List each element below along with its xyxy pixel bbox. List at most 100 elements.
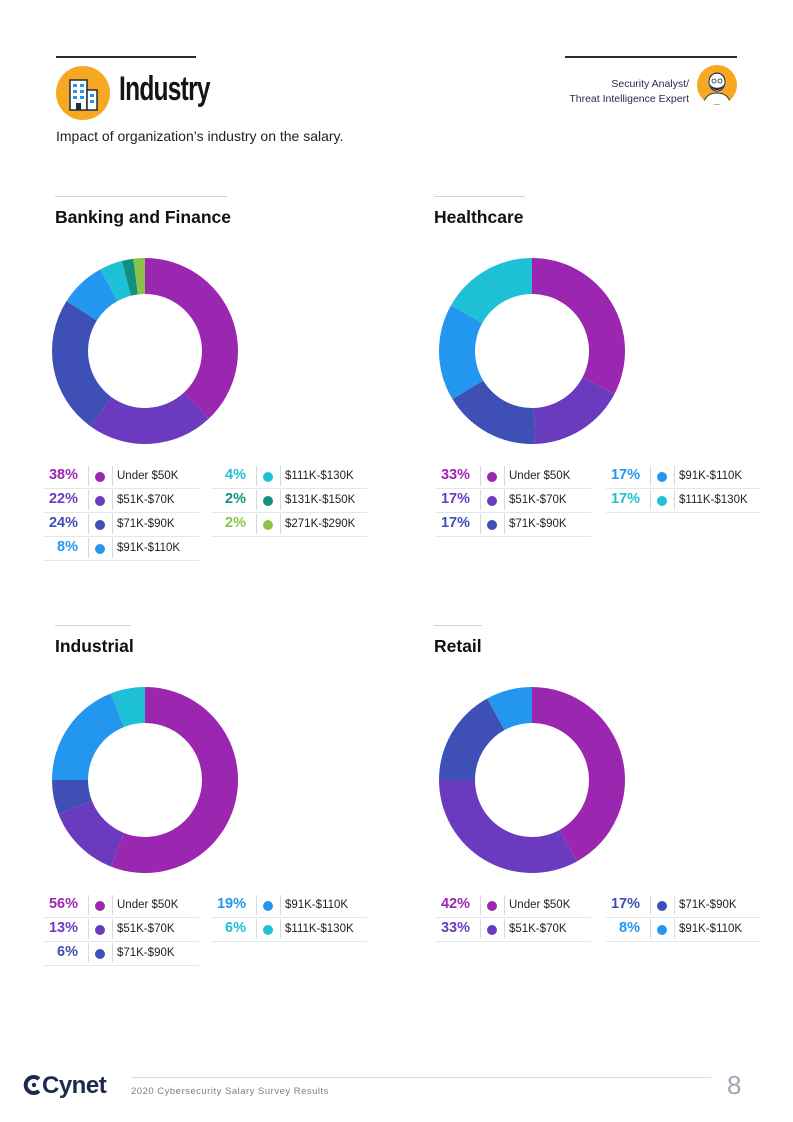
legend-percent: 8% (619, 920, 640, 936)
legend-label: $91K-$110K (117, 542, 181, 554)
donut-slice-2-3 (52, 693, 125, 780)
legend-separator (650, 895, 651, 915)
legend-label: $111K-$130K (285, 923, 354, 935)
legend-color-dot (487, 496, 497, 506)
legend-color-dot (95, 949, 105, 959)
legend-separator (504, 490, 505, 510)
legend-row-rule (44, 512, 199, 513)
legend-separator (88, 919, 89, 939)
legend-label: Under $50K (117, 899, 179, 911)
role-line-1: Security Analyst/ (611, 78, 689, 90)
legend-separator (112, 895, 113, 915)
chart-title-industrial: Industrial (55, 636, 134, 656)
footer-rule (131, 1077, 711, 1078)
legend-label: Under $50K (117, 470, 179, 482)
legend-separator (650, 466, 651, 486)
page-number: 8 (727, 1070, 742, 1100)
donut-slice-0-6 (133, 258, 145, 295)
donut-slice-1-0 (532, 258, 625, 395)
legend-row-rule (44, 941, 199, 942)
donut-chart-retail (439, 687, 625, 873)
legend-color-dot (263, 925, 273, 935)
legend-percent: 22% (48, 491, 78, 507)
donut-slice-3-1 (439, 780, 577, 873)
legend-separator (88, 895, 89, 915)
legend-separator (650, 919, 651, 939)
legend-percent: 33% (440, 920, 470, 936)
cynet-logo-mark-icon (23, 1075, 41, 1095)
legend-color-dot (487, 520, 497, 530)
page-subtitle: Impact of organization’s industry on the… (56, 128, 344, 144)
legend-row-rule (44, 536, 199, 537)
legend-separator (88, 538, 89, 558)
donut-chart-industrial (52, 687, 239, 873)
role-line-2: Threat Intelligence Expert (569, 93, 689, 105)
legend-separator (650, 490, 651, 510)
legend-color-dot (657, 496, 667, 506)
legend-row-rule (44, 488, 199, 489)
chart1-title-rule (55, 196, 227, 197)
legend-separator (480, 919, 481, 939)
legend-color-dot (95, 496, 105, 506)
legend-separator (504, 466, 505, 486)
legend-separator (480, 514, 481, 534)
legend-percent: 17% (610, 896, 640, 912)
legend-color-dot (657, 925, 667, 935)
legend-separator (480, 895, 481, 915)
logo-text: Cynet (42, 1072, 107, 1099)
legend-row-rule (212, 917, 367, 918)
chart-title-banking: Banking and Finance (55, 207, 231, 227)
legend-row-rule (436, 941, 591, 942)
cynet-logo: Cynet (22, 1072, 107, 1100)
donut-slice-2-1 (58, 800, 125, 867)
legend-percent: 33% (440, 467, 470, 483)
legend-separator (112, 490, 113, 510)
legend-percent: 17% (440, 515, 470, 531)
legend-percent: 2% (225, 491, 246, 507)
legend-separator (674, 895, 675, 915)
legend-separator (112, 943, 113, 963)
legend-row-rule (212, 488, 367, 489)
donut-slice-0-1 (90, 392, 209, 444)
legend-percent: 8% (57, 539, 78, 555)
donut-slice-2-4 (110, 687, 145, 728)
legend-separator (256, 490, 257, 510)
legend-label: $51K-$70K (509, 494, 567, 506)
legend-percent: 24% (48, 515, 78, 531)
legend-label: $91K-$110K (679, 470, 743, 482)
legend-color-dot (263, 520, 273, 530)
legend-separator (112, 514, 113, 534)
building-icon (56, 66, 110, 120)
legend-separator (280, 919, 281, 939)
legend-color-dot (487, 925, 497, 935)
legend-separator (112, 466, 113, 486)
legend-separator (88, 943, 89, 963)
legend-percent: 19% (216, 896, 246, 912)
legend-separator (88, 514, 89, 534)
legend-percent: 13% (48, 920, 78, 936)
legend-percent: 42% (440, 896, 470, 912)
legend-color-dot (657, 901, 667, 911)
donut-slice-1-1 (533, 377, 615, 444)
legend-row-rule (606, 917, 761, 918)
legend-percent: 4% (225, 467, 246, 483)
donut-slice-0-3 (66, 269, 118, 321)
donut-slice-1-4 (450, 258, 532, 324)
legend-label: $271K-$290K (285, 518, 356, 530)
legend-row-rule (44, 560, 199, 561)
legend-separator (256, 514, 257, 534)
donut-chart-banking (52, 258, 239, 444)
chart-title-retail: Retail (434, 636, 482, 656)
legend-color-dot (263, 496, 273, 506)
legend-row-rule (436, 536, 591, 537)
legend-percent: 2% (225, 515, 246, 531)
footer-text: 2020 Cybersecurity Salary Survey Results (131, 1086, 329, 1097)
legend-label: Under $50K (509, 899, 571, 911)
legend-label: $91K-$110K (679, 923, 743, 935)
legend-row-rule (212, 941, 367, 942)
legend-color-dot (95, 925, 105, 935)
chart4-title-rule (434, 625, 482, 626)
legend-row-rule (212, 536, 367, 537)
legend-row-rule (606, 941, 761, 942)
legend-row-rule (212, 512, 367, 513)
